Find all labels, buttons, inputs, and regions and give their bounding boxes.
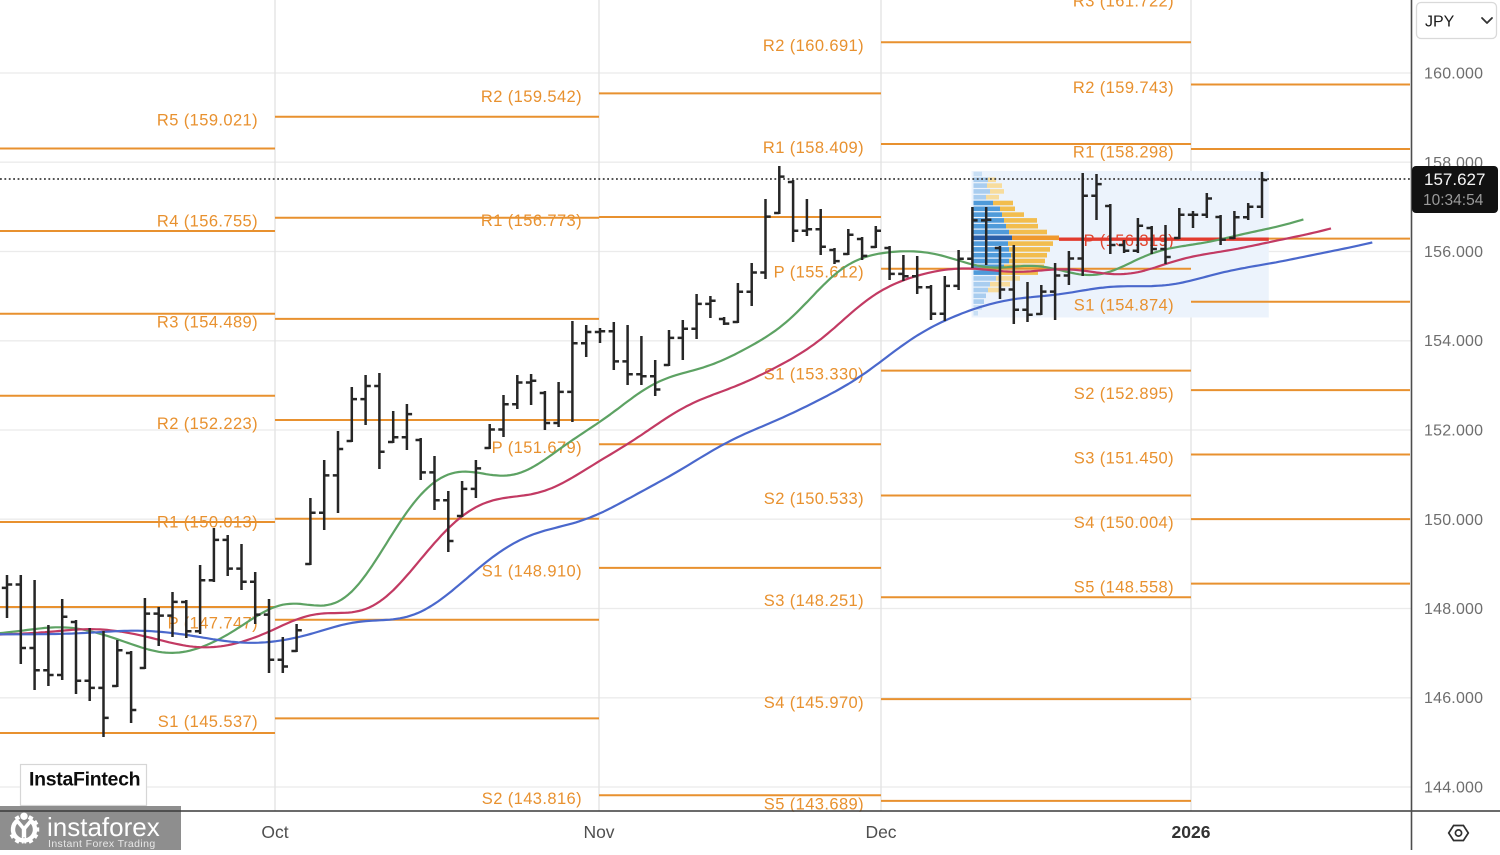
svg-text:10:34:54: 10:34:54 — [1423, 192, 1484, 209]
svg-text:S2 (143.816): S2 (143.816) — [482, 790, 582, 808]
svg-text:156.000: 156.000 — [1424, 244, 1483, 261]
svg-text:S2 (152.895): S2 (152.895) — [1074, 385, 1174, 403]
svg-text:160.000: 160.000 — [1424, 66, 1483, 83]
svg-text:R3 (154.489): R3 (154.489) — [157, 314, 258, 332]
svg-text:S1 (153.330): S1 (153.330) — [764, 365, 864, 383]
svg-text:R4 (156.755): R4 (156.755) — [157, 213, 258, 231]
svg-text:R2 (160.691): R2 (160.691) — [763, 37, 864, 55]
svg-text:instaforex: instaforex — [47, 812, 160, 842]
svg-text:R1 (158.298): R1 (158.298) — [1073, 144, 1174, 162]
svg-text:R2 (152.223): R2 (152.223) — [157, 415, 258, 433]
svg-text:S4 (145.970): S4 (145.970) — [764, 694, 864, 712]
svg-text:S1 (145.537): S1 (145.537) — [158, 713, 258, 731]
svg-text:S3 (148.251): S3 (148.251) — [764, 592, 864, 610]
svg-text:S1 (154.874): S1 (154.874) — [1074, 297, 1174, 315]
svg-text:S1 (148.910): S1 (148.910) — [482, 563, 582, 581]
svg-text:Instant Forex Trading: Instant Forex Trading — [48, 838, 156, 850]
svg-text:P (155.612): P (155.612) — [774, 264, 864, 282]
svg-text:S4 (150.004): S4 (150.004) — [1074, 514, 1174, 532]
svg-text:Dec: Dec — [865, 822, 896, 842]
svg-text:152.000: 152.000 — [1424, 423, 1483, 440]
svg-text:144.000: 144.000 — [1424, 780, 1483, 797]
svg-text:JPY: JPY — [1425, 14, 1455, 31]
svg-text:P (147.747): P (147.747) — [168, 615, 258, 633]
svg-text:2026: 2026 — [1172, 822, 1211, 842]
svg-text:P (151.679): P (151.679) — [492, 439, 582, 457]
svg-text:R2 (159.743): R2 (159.743) — [1073, 79, 1174, 97]
svg-text:R1 (156.773): R1 (156.773) — [481, 212, 582, 230]
svg-text:R1 (158.409): R1 (158.409) — [763, 139, 864, 157]
svg-text:R5 (159.021): R5 (159.021) — [157, 112, 258, 130]
svg-text:S2 (150.533): S2 (150.533) — [764, 490, 864, 508]
svg-text:146.000: 146.000 — [1424, 690, 1483, 707]
svg-text:154.000: 154.000 — [1424, 333, 1483, 350]
svg-text:Oct: Oct — [261, 822, 288, 842]
svg-text:Nov: Nov — [583, 822, 614, 842]
svg-text:S3 (151.450): S3 (151.450) — [1074, 449, 1174, 467]
svg-text:InstaFintech: InstaFintech — [29, 769, 140, 791]
svg-text:157.627: 157.627 — [1424, 170, 1485, 189]
svg-text:148.000: 148.000 — [1424, 601, 1483, 618]
svg-text:S5 (143.689): S5 (143.689) — [764, 796, 864, 814]
svg-text:R2 (159.542): R2 (159.542) — [481, 88, 582, 106]
svg-text:R3 (161.722): R3 (161.722) — [1073, 0, 1174, 10]
svg-text:S5 (148.558): S5 (148.558) — [1074, 578, 1174, 596]
svg-text:P (156.319): P (156.319) — [1084, 232, 1174, 250]
svg-text:150.000: 150.000 — [1424, 512, 1483, 529]
